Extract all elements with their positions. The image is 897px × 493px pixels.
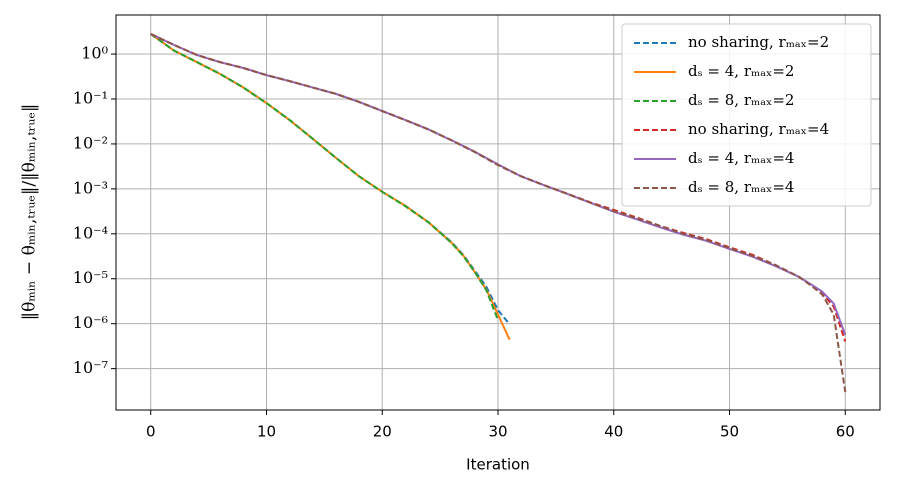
legend-box [621, 23, 872, 207]
y-tick-label: 10⁻¹ [73, 88, 108, 107]
plot-frame [115, 14, 881, 411]
x-tick-label: 0 [146, 423, 156, 441]
legend-label: no sharing, rₘₐₓ=4 [688, 120, 829, 138]
y-tick-label: 10⁻⁷ [73, 358, 108, 377]
y-tick-label: 10⁻⁵ [73, 268, 108, 287]
legend-label: no sharing, rₘₐₓ=2 [688, 33, 829, 51]
x-axis-label: Iteration [466, 456, 530, 474]
legend-label: dₛ = 4, rₘₐₓ=2 [688, 62, 794, 80]
y-tick-label: 10⁻⁴ [73, 223, 108, 242]
data-line [150, 33, 499, 321]
data-line [150, 33, 511, 325]
y-axis-label: ‖θₘᵢₙ − θₘᵢₙ,ₜᵣᵤₑ‖/‖θₘᵢₙ,ₜᵣᵤₑ‖ [20, 104, 40, 321]
data-line [150, 33, 847, 393]
x-tick-label: 60 [836, 423, 855, 441]
legend-label: dₛ = 4, rₘₐₓ=4 [688, 149, 794, 167]
y-tick-label: 10⁻⁶ [73, 313, 108, 332]
data-line [150, 33, 511, 341]
y-tick-label: 10⁻² [73, 133, 108, 152]
x-tick-label: 30 [488, 423, 507, 441]
y-tick-label: 10⁻³ [73, 178, 108, 197]
x-tick-label: 10 [257, 423, 276, 441]
x-tick-label: 40 [604, 423, 623, 441]
legend-label: dₛ = 8, rₘₐₓ=2 [688, 91, 794, 109]
legend-label: dₛ = 8, rₘₐₓ=4 [688, 178, 794, 196]
y-tick-label: 10⁰ [81, 44, 108, 63]
x-tick-label: 50 [720, 423, 739, 441]
x-tick-label: 20 [373, 423, 392, 441]
